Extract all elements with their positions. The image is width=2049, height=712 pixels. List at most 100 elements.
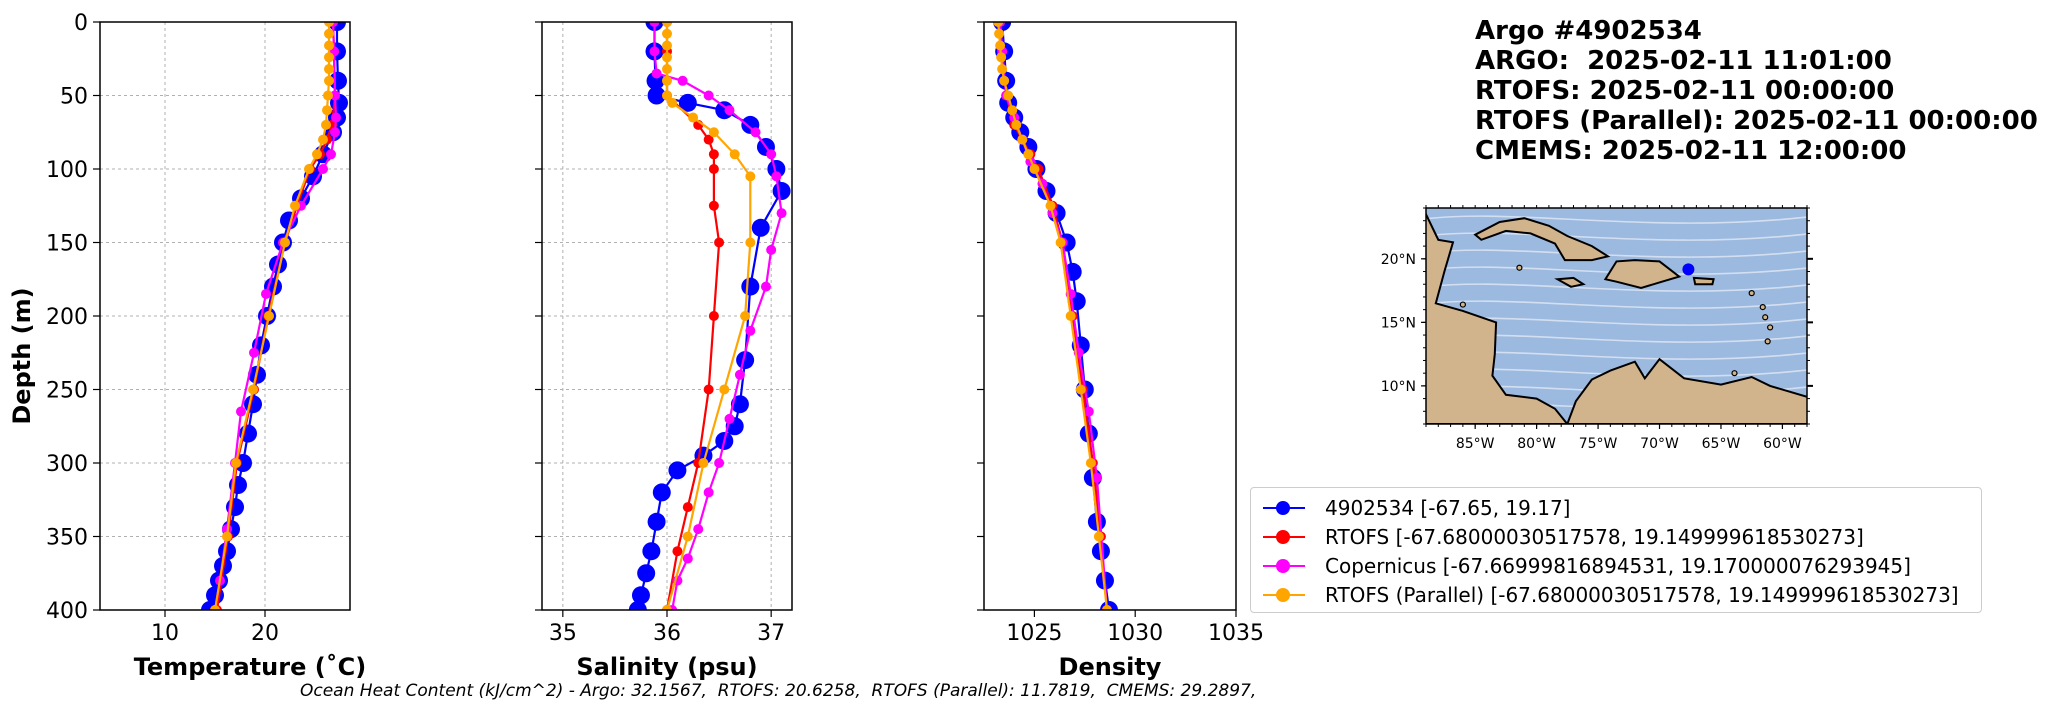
x-axis-label: Salinity (psu) <box>576 653 757 681</box>
current-streamline <box>1426 232 1807 241</box>
legend: 4902534 [-67.65, 19.17] RTOFS [-67.68000… <box>1250 487 1982 613</box>
x-tick-label: 10 <box>151 621 179 646</box>
rtofs-parallel-time: RTOFS (Parallel): 2025-02-11 00:00:00 <box>1475 106 2038 136</box>
data-point <box>1075 384 1086 395</box>
data-point <box>1007 105 1018 116</box>
map-y-tick-label: 15°N <box>1381 315 1416 331</box>
y-tick-label: 350 <box>46 526 88 551</box>
data-point <box>1029 164 1040 174</box>
data-point <box>322 105 332 116</box>
data-point <box>662 90 672 101</box>
data-point <box>776 208 787 219</box>
data-point <box>304 164 314 174</box>
data-point <box>651 68 662 79</box>
data-point <box>312 149 322 160</box>
data-point <box>231 458 241 468</box>
x-tick-label: 1030 <box>1107 621 1163 646</box>
cmems-time: CMEMS: 2025-02-11 12:00:00 <box>1475 136 1907 166</box>
data-point <box>662 52 672 63</box>
land-island <box>1748 290 1755 297</box>
data-point <box>708 200 719 211</box>
y-tick-label: 50 <box>60 85 88 110</box>
data-point <box>751 218 770 237</box>
map-x-tick-label: 80°W <box>1517 436 1556 452</box>
data-point <box>662 28 672 39</box>
data-point <box>1093 531 1104 542</box>
y-axis-label: Depth (m) <box>8 287 36 424</box>
land-cuba <box>1473 217 1611 262</box>
land-central-america <box>1426 211 1569 424</box>
x-axis-label: Temperature (˚C) <box>134 653 367 681</box>
data-point <box>760 281 771 292</box>
data-point <box>324 40 334 51</box>
legend-label: RTOFS (Parallel) [-67.68000030517578, 19… <box>1325 582 1959 607</box>
legend-swatch <box>1259 527 1309 547</box>
data-point <box>745 325 756 336</box>
data-point <box>631 586 650 605</box>
data-point <box>1055 237 1066 248</box>
data-point <box>703 134 714 145</box>
location-map: 85°W 80°W 75°W 70°W 65°W 60°W 10°N 15°N 20°N <box>1381 205 1813 452</box>
data-point <box>682 553 693 564</box>
temperature-panel: 10 20050100150200250300350400Temperature … <box>46 11 366 681</box>
data-point <box>662 605 672 610</box>
data-point <box>324 75 334 86</box>
data-point <box>693 524 704 535</box>
current-streamline <box>1426 215 1807 224</box>
data-point <box>719 384 730 395</box>
data-point <box>698 458 709 468</box>
data-point <box>642 542 661 561</box>
data-point <box>766 244 777 255</box>
data-point <box>637 564 656 583</box>
series-line <box>665 22 752 610</box>
data-point <box>647 86 666 105</box>
data-point <box>326 149 336 160</box>
data-point <box>662 22 672 27</box>
title-block: Argo #4902534 ARGO: 2025-02-11 11:01:00 … <box>1475 16 2038 166</box>
data-point <box>729 149 740 160</box>
map-x-tick-label: 60°W <box>1763 436 1802 452</box>
map-y-tick-label: 20°N <box>1381 252 1416 268</box>
data-point <box>708 164 719 174</box>
legend-swatch <box>1259 498 1309 518</box>
data-point <box>688 112 699 123</box>
data-point <box>682 502 693 513</box>
legend-label: 4902534 [-67.65, 19.17] <box>1325 495 1571 520</box>
land-south-america <box>1566 357 1807 424</box>
data-point <box>649 46 660 57</box>
data-point <box>628 601 647 610</box>
y-tick-label: 200 <box>46 305 88 330</box>
data-point <box>724 105 735 116</box>
data-point <box>703 90 714 101</box>
data-point <box>999 75 1010 86</box>
data-point <box>1085 458 1096 468</box>
data-point <box>662 40 672 51</box>
data-point <box>1091 472 1102 483</box>
data-point <box>324 64 334 75</box>
density-panel: 1025 1030 1035 Density <box>977 21 1264 681</box>
x-tick-label: 20 <box>251 621 279 646</box>
argo-time: ARGO: 2025-02-11 11:01:00 <box>1475 46 1892 76</box>
y-tick-label: 150 <box>46 232 88 257</box>
data-point <box>993 22 1004 27</box>
ocean-heat-content-footer: Ocean Heat Content (kJ/cm^2) - Argo: 32.… <box>300 681 1257 701</box>
data-point <box>772 182 791 201</box>
data-point <box>771 171 782 182</box>
rtofs-time: RTOFS: 2025-02-11 00:00:00 <box>1475 76 1895 106</box>
data-point <box>652 483 671 502</box>
x-tick-label: 37 <box>757 621 785 646</box>
data-point <box>724 413 735 424</box>
data-point <box>280 237 290 248</box>
data-point <box>662 75 672 86</box>
current-streamline <box>1426 300 1807 309</box>
data-point <box>994 28 1005 39</box>
land-island <box>1764 338 1771 345</box>
data-point <box>236 406 246 417</box>
data-point <box>750 127 761 138</box>
data-point <box>995 40 1006 51</box>
y-tick-label: 0 <box>74 11 88 36</box>
land-jamaica <box>1554 276 1586 288</box>
data-point <box>318 134 328 145</box>
data-point <box>736 351 755 370</box>
